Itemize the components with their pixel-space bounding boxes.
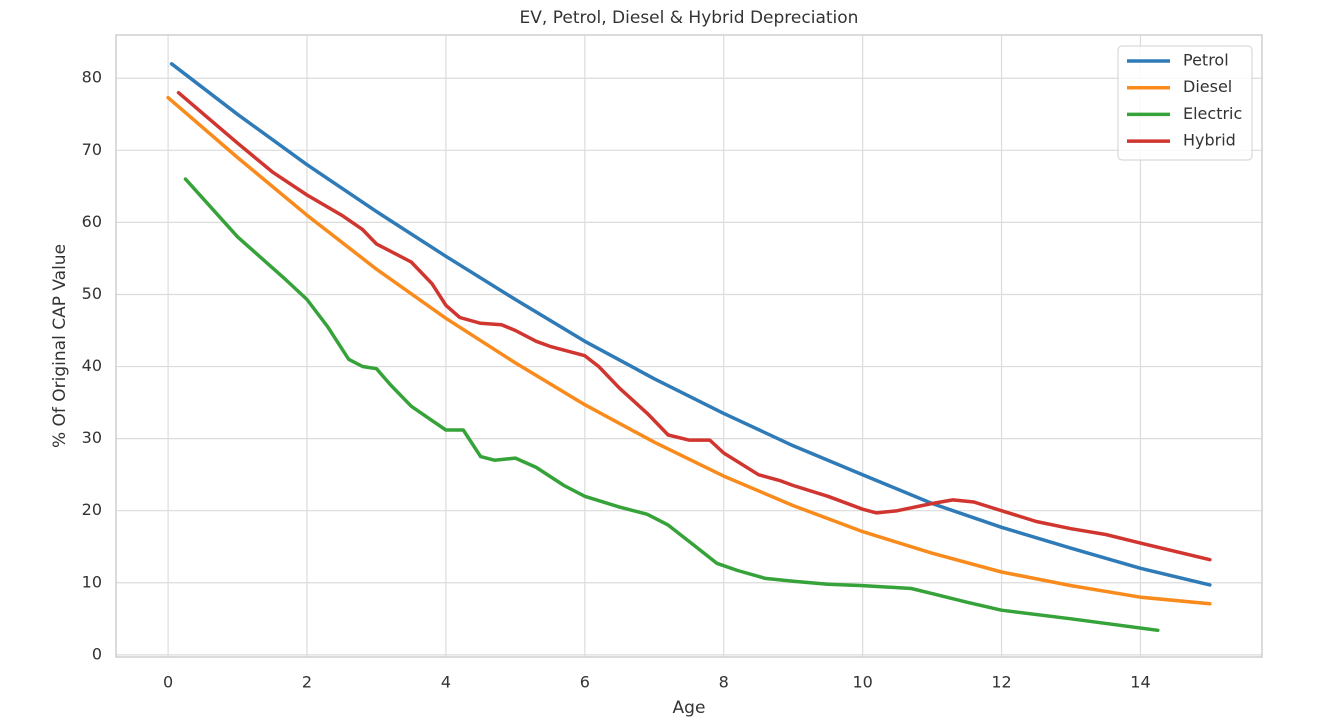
y-tick-label: 0 xyxy=(92,644,102,663)
x-axis-label: Age xyxy=(673,698,706,718)
plot-frame xyxy=(115,34,1263,658)
y-tick-label: 30 xyxy=(82,428,102,447)
y-tick-label: 50 xyxy=(82,284,102,303)
x-tick-label: 6 xyxy=(580,673,590,692)
chart-title: EV, Petrol, Diesel & Hybrid Depreciation xyxy=(520,8,859,28)
legend-label: Diesel xyxy=(1183,77,1232,96)
x-tick-label: 14 xyxy=(1130,673,1150,692)
x-tick-label: 4 xyxy=(441,673,451,692)
x-tick-label: 0 xyxy=(163,673,173,692)
legend-label: Hybrid xyxy=(1183,131,1236,150)
x-tick-label: 8 xyxy=(719,673,729,692)
y-tick-label: 20 xyxy=(82,500,102,519)
data-line xyxy=(166,95,1212,606)
legend: Petrol Diesel Electric Hybrid xyxy=(1117,45,1253,161)
legend-label: Electric xyxy=(1183,104,1242,123)
legend-label: Petrol xyxy=(1183,51,1229,70)
legend-box xyxy=(1117,45,1253,161)
y-tick-label: 80 xyxy=(82,68,102,87)
y-axis-label: % Of Original CAP Value xyxy=(50,244,70,448)
data-line xyxy=(176,90,1212,562)
x-tick-label: 10 xyxy=(852,673,872,692)
data-line xyxy=(183,177,1160,633)
y-tick-label: 70 xyxy=(82,140,102,159)
x-tick-label: 2 xyxy=(302,673,312,692)
data-line xyxy=(169,62,1212,587)
y-tick-label: 60 xyxy=(82,212,102,231)
y-tick-label: 40 xyxy=(82,356,102,375)
grid xyxy=(116,35,1262,657)
x-tick-label: 12 xyxy=(991,673,1011,692)
plot-lines xyxy=(166,62,1212,633)
y-tick-label: 10 xyxy=(82,572,102,591)
